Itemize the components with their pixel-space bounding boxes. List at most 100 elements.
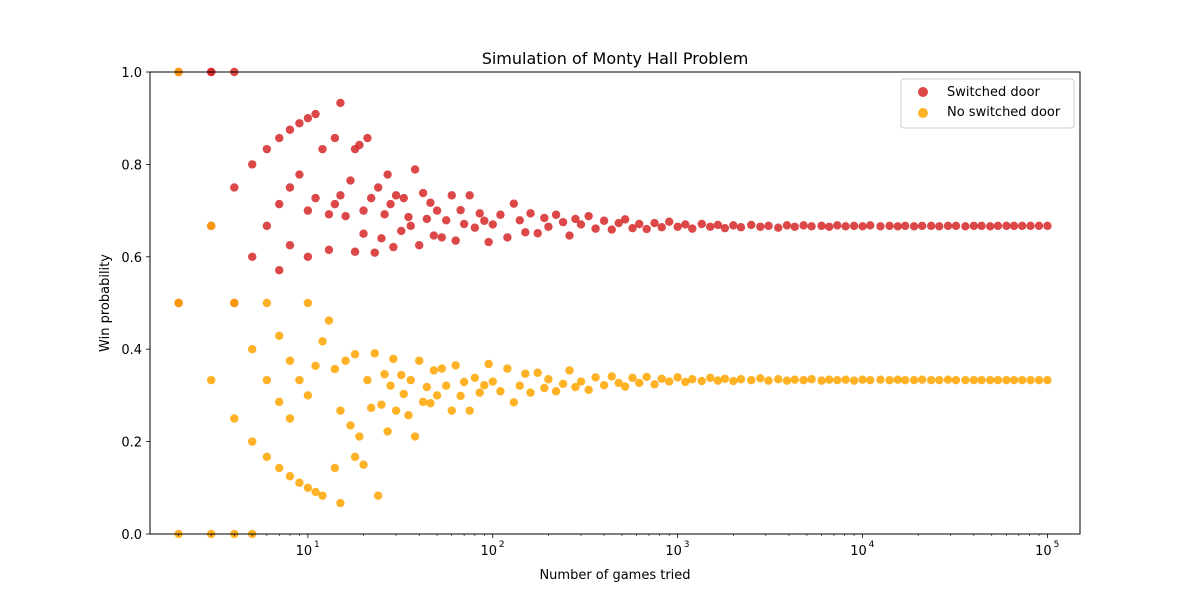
scatter-point xyxy=(465,406,474,415)
scatter-point xyxy=(764,221,773,231)
scatter-point xyxy=(414,241,424,250)
scatter-point xyxy=(324,210,334,219)
scatter-point xyxy=(817,221,826,231)
scatter-point xyxy=(993,221,1003,231)
scatter-point xyxy=(324,245,334,255)
scatter-point xyxy=(885,375,894,385)
scatter-point xyxy=(697,219,706,229)
scatter-point xyxy=(230,183,239,192)
scatter-point xyxy=(893,222,902,231)
scatter-point xyxy=(591,224,600,233)
scatter-point xyxy=(591,373,600,382)
scatter-point xyxy=(391,406,401,415)
scatter-point xyxy=(318,144,327,154)
y-tick-label: 0.0 xyxy=(121,528,142,543)
scatter-point xyxy=(521,228,530,237)
scatter-point xyxy=(620,382,630,391)
scatter-point xyxy=(275,133,284,143)
scatter-point xyxy=(866,221,875,230)
scatter-point xyxy=(275,397,284,407)
scatter-point xyxy=(926,375,936,385)
scatter-point xyxy=(207,221,216,231)
scatter-point xyxy=(885,221,894,231)
scatter-point xyxy=(459,219,469,229)
scatter-point xyxy=(665,377,674,386)
scatter-point xyxy=(484,237,493,247)
scatter-point xyxy=(275,266,284,275)
scatter-point xyxy=(841,222,850,231)
x-tick-exponent: 5 xyxy=(1054,540,1060,550)
scatter-point xyxy=(533,229,542,238)
scatter-point xyxy=(404,212,413,222)
scatter-point xyxy=(1026,221,1035,231)
scatter-point xyxy=(350,452,360,462)
y-tick-label: 0.4 xyxy=(121,343,142,358)
scatter-point xyxy=(713,220,723,230)
scatter-point xyxy=(262,221,272,231)
scatter-point xyxy=(790,375,799,384)
x-tick-exponent: 2 xyxy=(499,540,505,550)
scatter-point xyxy=(799,375,808,385)
scatter-point xyxy=(496,387,505,396)
scatter-point xyxy=(782,376,792,385)
scatter-point xyxy=(318,491,327,500)
scatter-point xyxy=(985,375,995,385)
scatter-point xyxy=(584,211,593,221)
scatter-point xyxy=(917,221,927,231)
scatter-point xyxy=(599,381,609,390)
scatter-point xyxy=(614,378,623,388)
plot-area-frame xyxy=(149,71,1081,535)
scatter-point xyxy=(380,210,389,219)
scatter-point xyxy=(866,375,875,385)
scatter-point xyxy=(909,222,919,231)
scatter-point xyxy=(893,375,902,384)
scatter-point xyxy=(665,217,674,226)
scatter-point xyxy=(275,331,284,340)
scatter-point xyxy=(833,375,842,385)
scatter-point xyxy=(363,375,372,385)
scatter-point xyxy=(355,432,364,441)
scatter-point xyxy=(503,233,512,242)
scatter-point xyxy=(599,216,609,225)
scatter-point xyxy=(650,380,659,389)
scatter-point xyxy=(614,218,623,228)
scatter-point xyxy=(248,437,257,446)
scatter-point xyxy=(336,498,345,508)
scatter-point xyxy=(318,337,327,346)
scatter-point xyxy=(285,356,295,365)
scatter-point xyxy=(1009,375,1019,385)
scatter-point xyxy=(977,375,986,385)
scatter-point xyxy=(540,213,549,223)
scatter-point xyxy=(355,140,364,150)
scatter-point xyxy=(951,221,961,231)
legend-box xyxy=(900,78,1075,129)
scatter-point xyxy=(262,298,272,308)
series-1 xyxy=(174,67,1052,539)
scatter-point xyxy=(824,222,834,231)
scatter-point xyxy=(442,216,451,225)
scatter-point xyxy=(551,210,561,219)
y-axis-ticks: 0.0 0.2 0.4 0.6 0.8 1.0 xyxy=(121,66,150,543)
scatter-point xyxy=(961,375,970,385)
scatter-point xyxy=(1034,221,1044,231)
scatter-point xyxy=(429,231,439,240)
x-axis-label: Number of games tried xyxy=(539,568,690,583)
scatter-point xyxy=(389,354,398,364)
scatter-point xyxy=(275,199,284,209)
scatter-point xyxy=(285,125,295,134)
scatter-point xyxy=(285,472,295,481)
scatter-point xyxy=(642,372,651,382)
scatter-point xyxy=(285,183,295,192)
scatter-point xyxy=(1002,221,1011,231)
scatter-point xyxy=(515,216,524,225)
scatter-point xyxy=(729,376,738,386)
scatter-point xyxy=(346,421,355,430)
scatter-point xyxy=(943,221,953,231)
scatter-point xyxy=(383,170,392,179)
scatter-point xyxy=(635,219,644,229)
scatter-point xyxy=(540,383,549,393)
x-axis-ticks: 10 1 10 2 10 3 10 4 10 5 xyxy=(178,534,1060,559)
scatter-point xyxy=(303,391,313,400)
scatter-point xyxy=(576,377,586,386)
scatter-point xyxy=(406,221,415,231)
